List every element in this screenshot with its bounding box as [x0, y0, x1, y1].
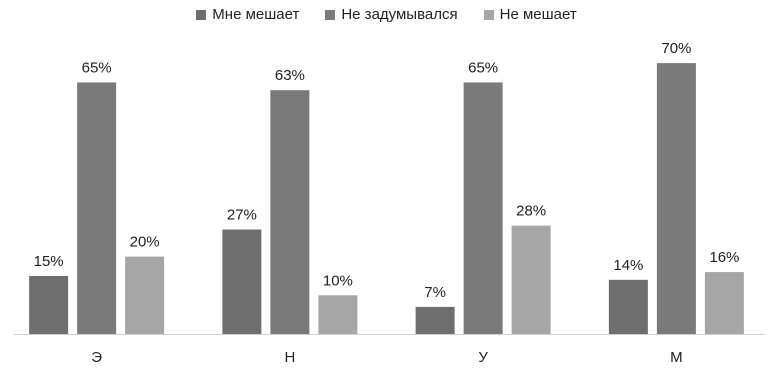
legend-swatch-3	[483, 9, 494, 20]
bar-3-3	[511, 225, 551, 334]
legend-swatch-2	[325, 9, 336, 20]
data-label-1-3: 7%	[424, 284, 446, 301]
data-label-1-1: 15%	[34, 253, 64, 270]
bar-1-1	[29, 275, 69, 334]
data-label-3-3: 28%	[516, 203, 546, 220]
legend-label-1: Мне мешает	[212, 6, 300, 23]
bar-1-4	[608, 279, 648, 334]
legend-item-3: Не мешает	[483, 6, 577, 23]
data-label-2-1: 65%	[82, 59, 112, 76]
data-label-1-4: 14%	[613, 257, 643, 274]
data-label-1-2: 27%	[227, 207, 257, 224]
bar-2-3	[463, 82, 503, 334]
bar-2-2	[270, 90, 310, 334]
bar-3-4	[704, 272, 744, 334]
data-label-2-3: 65%	[468, 59, 498, 76]
bar-3-1	[125, 256, 165, 334]
x-tick-label-1: Э	[91, 349, 102, 366]
legend-item-2: Не задумывался	[325, 6, 458, 23]
x-tick-label-2: Н	[284, 349, 295, 366]
legend-label-3: Не мешает	[499, 6, 577, 23]
data-label-2-4: 70%	[661, 40, 691, 57]
bar-2-4	[656, 63, 696, 334]
x-tick-label-4: М	[670, 349, 683, 366]
x-tick-label-3: У	[478, 349, 488, 366]
legend: Мне мешает Не задумывался Не мешает	[0, 6, 773, 23]
legend-item-1: Мне мешает	[196, 6, 299, 23]
data-label-3-2: 10%	[323, 272, 353, 289]
bar-1-3	[415, 306, 455, 334]
legend-label-2: Не задумывался	[341, 6, 458, 23]
bar-3-2	[318, 295, 358, 334]
bar-1-2	[222, 229, 262, 334]
legend-swatch-1	[196, 9, 207, 20]
data-label-2-2: 63%	[275, 67, 305, 84]
data-label-3-4: 16%	[709, 249, 739, 266]
bar-2-1	[77, 82, 117, 334]
data-label-3-1: 20%	[130, 234, 160, 251]
